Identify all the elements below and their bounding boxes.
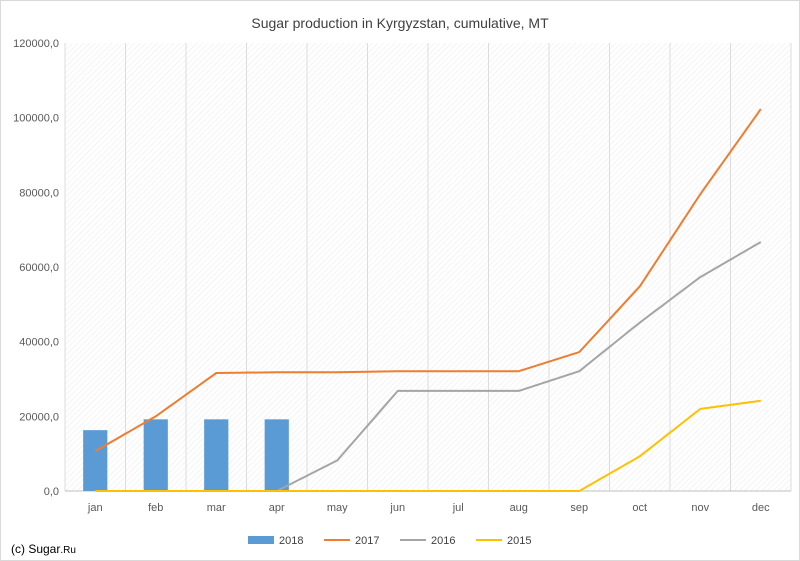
- y-tick-label: 60000,0: [19, 262, 59, 274]
- legend-label-2018: 2018: [279, 535, 303, 547]
- x-tick-label: aug: [510, 502, 528, 514]
- legend-label-2017: 2017: [355, 535, 379, 547]
- credit-prefix: (c) Sugar: [11, 542, 60, 556]
- x-tick-label: jan: [87, 502, 103, 514]
- y-tick-label: 80000,0: [19, 187, 59, 199]
- line-series-2015: [95, 399, 761, 492]
- y-tick-label: 0,0: [44, 486, 59, 498]
- x-axis-ticks: jan feb mar apr may jun jul aug sep oct nov dec: [87, 502, 770, 514]
- legend-swatch-2018: [248, 536, 274, 544]
- x-tick-label: jun: [389, 502, 405, 514]
- bar-2018-apr: [264, 419, 289, 491]
- legend-label-2016: 2016: [431, 535, 455, 547]
- x-tick-label: jul: [452, 502, 464, 514]
- bar-2018-mar: [204, 419, 229, 491]
- credit-text: (c) Sugar.Ru: [11, 542, 76, 556]
- legend-label-2015: 2015: [507, 535, 531, 547]
- y-axis-ticks: 0,0 20000,0 40000,0 60000,0 80000,0 100000,0 1…: [13, 38, 59, 498]
- x-tick-label: oct: [632, 502, 647, 514]
- line-series-2016: [276, 241, 762, 492]
- chart-title: Sugar production in Kyrgyzstan, cumulati…: [251, 15, 549, 31]
- x-tick-label: sep: [570, 502, 588, 514]
- x-tick-label: mar: [207, 502, 226, 514]
- bar-2018-feb: [143, 419, 168, 491]
- y-tick-label: 40000,0: [19, 337, 59, 349]
- y-tick-label: 120000,0: [13, 38, 59, 50]
- x-tick-label: feb: [148, 502, 163, 514]
- line-series: [94, 108, 762, 492]
- y-tick-label: 100000,0: [13, 113, 59, 125]
- y-tick-label: 20000,0: [19, 411, 59, 423]
- line-series-2017: [94, 108, 762, 452]
- bar-2018-jan: [83, 430, 108, 491]
- x-tick-label: nov: [691, 502, 709, 514]
- x-tick-label: dec: [752, 502, 770, 514]
- credit-suffix: .Ru: [60, 545, 76, 556]
- x-tick-label: may: [327, 502, 348, 514]
- legend: 2018 2017 2016 2015: [248, 535, 531, 547]
- bar-series: [83, 419, 289, 491]
- x-tick-label: apr: [269, 502, 285, 514]
